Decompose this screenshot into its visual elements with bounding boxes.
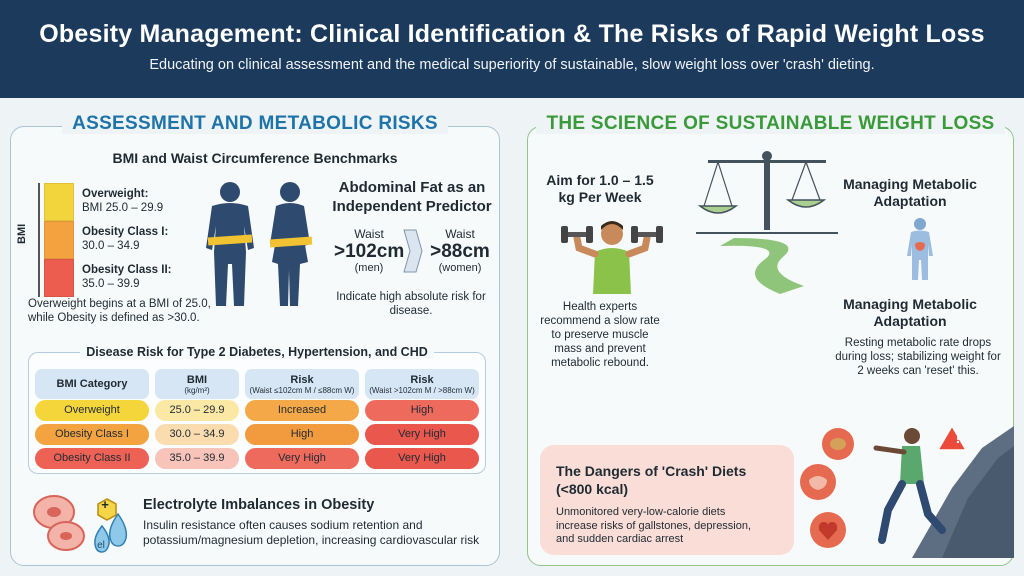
electrolyte-title: Electrolyte Imbalances in Obesity [143, 497, 375, 513]
table-header-risk-low: Risk (Waist ≤102cm M / ≤88cm W) [245, 369, 359, 399]
page-title: Obesity Management: Clinical Identificat… [39, 20, 985, 48]
table-header-category: BMI Category [35, 369, 149, 399]
electrolyte-el-badge: el [97, 540, 105, 551]
bmi-label-overweight: Overweight: BMI 25.0 – 29.9 [82, 188, 164, 214]
warning-icon: ! [955, 430, 961, 447]
table-row-overweight-risk-low: Increased [245, 400, 359, 421]
bmi-heading: BMI and Waist Circumference Benchmarks [112, 150, 398, 166]
dumbbell-person-icon [561, 221, 663, 294]
balance-scale-road-icon [696, 151, 838, 294]
bmi-label-obesity-class-1: Obesity Class I: 30.0 – 34.9 [82, 226, 169, 252]
bmi-axis-line [38, 183, 40, 297]
waist-men-value: >102cm [334, 241, 405, 262]
table-row-class1-risk-low: High [245, 424, 359, 445]
table-title: Disease Risk for Type 2 Diabetes, Hypert… [80, 345, 434, 359]
bmi-swatch-overweight [44, 183, 74, 221]
crash-diet-text: Unmonitored very-low-calorie diets incre… [556, 506, 752, 545]
bmi-axis-label: BMI [16, 223, 28, 244]
abdominal-title: Abdominal Fat as an Independent Predicto… [332, 179, 492, 215]
bmi-label-obesity-class-2: Obesity Class II: 35.0 – 39.9 [82, 264, 172, 290]
table-row-class2-risk-high: Very High [365, 448, 479, 469]
table-header-bmi: BMI (kg/m²) [155, 369, 239, 399]
waist-men-block: Waist >102cm (men) [334, 227, 405, 274]
table-row-class1-category: Obesity Class I [35, 424, 149, 445]
table-row-class2-bmi: 35.0 – 39.9 [155, 448, 239, 469]
aim-title: Aim for 1.0 – 1.5 kg Per Week [546, 172, 654, 205]
table-row-class1-bmi: 30.0 – 34.9 [155, 424, 239, 445]
table-row-overweight-bmi: 25.0 – 29.9 [155, 400, 239, 421]
table-row-class1-risk-high: Very High [365, 424, 479, 445]
electrolyte-text: Insulin resistance often causes sodium r… [143, 518, 480, 547]
waist-women-value: >88cm [430, 241, 490, 262]
bmi-swatch-obesity-class-2 [44, 259, 74, 297]
aim-text: Health experts recommend a slow rate to … [540, 301, 660, 369]
electrolyte-plus-badge: + [101, 497, 109, 512]
table-row-overweight-category: Overweight [35, 400, 149, 421]
table-row-class2-category: Obesity Class II [35, 448, 149, 469]
table-row-overweight-risk-high: High [365, 400, 479, 421]
electrolyte-cells-icon [33, 495, 128, 553]
metabolic-title-1: Managing Metabolic Adaptation [843, 176, 977, 209]
bmi-swatch-obesity-class-1 [44, 221, 74, 259]
metabolic-text: Resting metabolic rate drops during loss… [835, 337, 1001, 377]
weight-loss-panel-title: THE SCIENCE OF SUSTAINABLE WEIGHT LOSS [536, 113, 1005, 134]
crash-diet-box [540, 445, 794, 555]
table-header-risk-high: Risk (Waist >102cm M / >88cm W) [365, 369, 479, 399]
body-figure-icon [907, 218, 933, 280]
bmi-note: Overweight begins at a BMI of 25.0, whil… [28, 298, 211, 324]
body-silhouettes-illustration [206, 182, 313, 306]
assessment-panel-title: ASSESSMENT AND METABOLIC RISKS [62, 113, 448, 134]
crash-diet-title: The Dangers of 'Crash' Diets (<800 kcal) [556, 463, 747, 497]
page-subtitle: Educating on clinical assessment and the… [149, 57, 875, 73]
chevron-right-icon [403, 229, 423, 273]
metabolic-title-2: Managing Metabolic Adaptation [843, 296, 977, 329]
abdominal-note: Indicate high absolute risk for disease. [336, 291, 486, 317]
table-row-class2-risk-low: Very High [245, 448, 359, 469]
cliff-climber-illustration [800, 424, 1014, 558]
waist-women-block: Waist >88cm (women) [424, 227, 496, 274]
header-banner: Obesity Management: Clinical Identificat… [0, 0, 1024, 98]
